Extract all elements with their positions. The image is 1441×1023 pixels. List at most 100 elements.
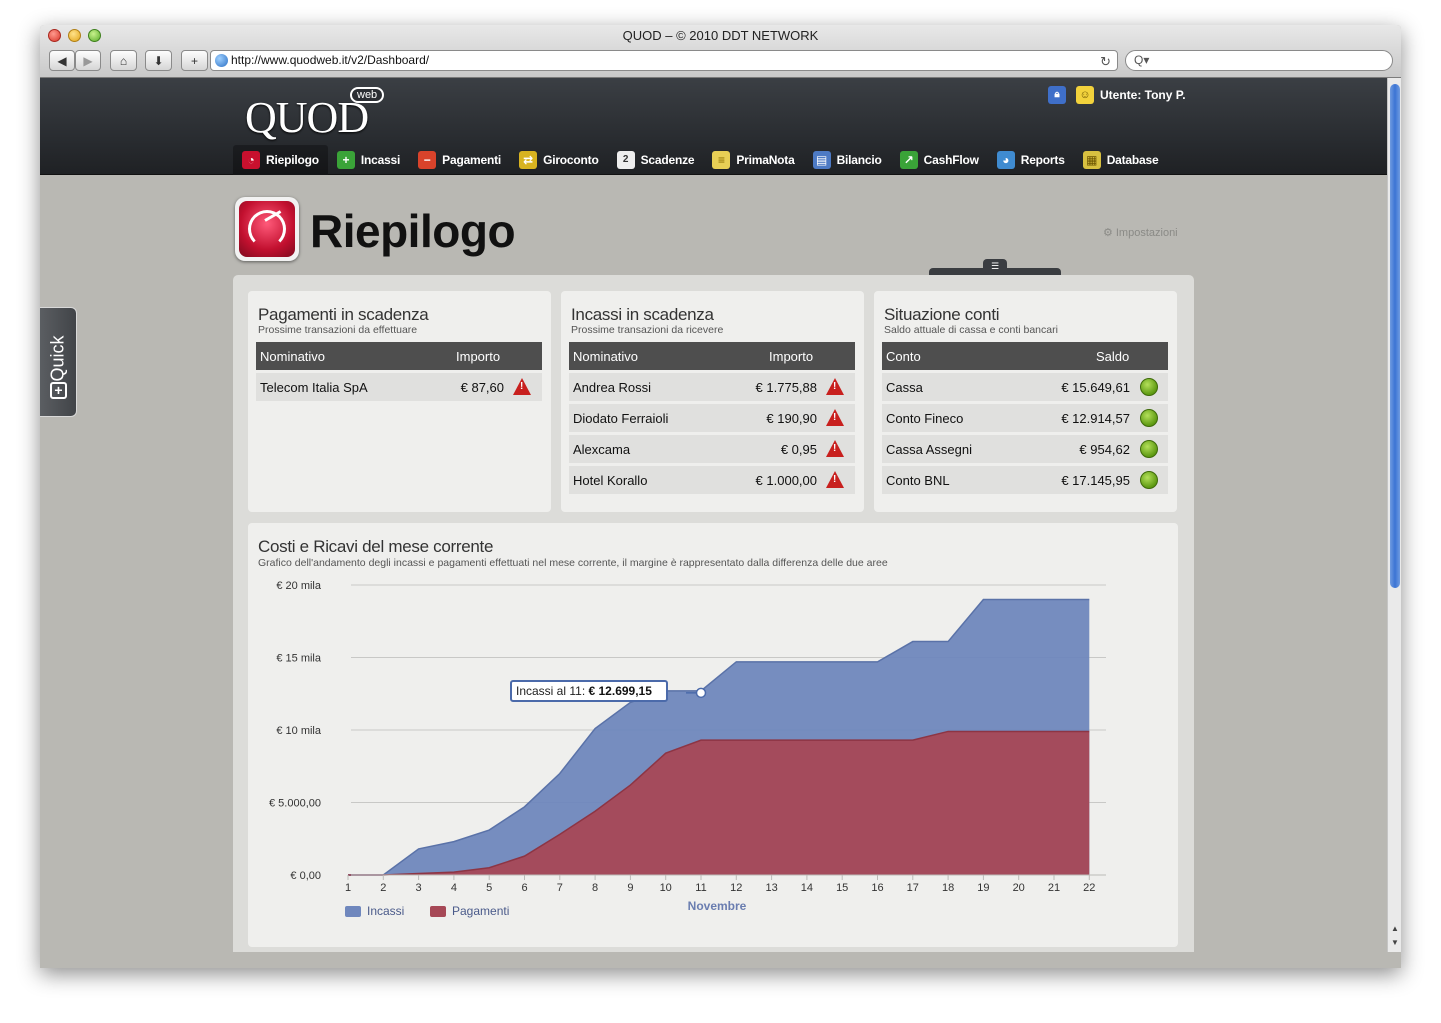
y-tick-label: € 15 mila [276, 653, 322, 665]
close-window-button[interactable] [48, 29, 61, 42]
y-tick-label: € 20 mila [276, 580, 322, 592]
notepad-icon: ≡ [712, 151, 731, 169]
user-box: 🔒︎ ☺ Utente: Tony P. [1048, 86, 1186, 104]
table-row[interactable]: Andrea Rossi € 1.775,88 ! [569, 373, 855, 401]
url-field[interactable]: http://www.quodweb.it/v2/Dashboard/ ↻ [210, 50, 1118, 71]
zoom-window-button[interactable] [88, 29, 101, 42]
nav-cashflow[interactable]: ↗ CashFlow [891, 145, 988, 175]
page-viewport: QUOD web 🔒︎ ☺ Utente: Tony P. ◔ Riepilog… [40, 78, 1387, 952]
warning-icon: ! [826, 378, 844, 395]
table-row[interactable]: Telecom Italia SpA € 87,60 ! [256, 373, 542, 401]
scroll-up-arrow[interactable]: ▲ [1391, 924, 1399, 933]
table-row[interactable]: Diodato Ferraioli € 190,90 ! [569, 404, 855, 432]
warning-icon: ! [513, 378, 531, 395]
column-header-name: Nominativo [260, 348, 326, 364]
table-row[interactable]: Conto Fineco € 12.914,57 [882, 404, 1168, 432]
add-bookmark-button[interactable]: + [181, 50, 208, 71]
app-header: QUOD web 🔒︎ ☺ Utente: Tony P. ◔ Riepilog… [40, 78, 1387, 175]
browser-window: QUOD – © 2010 DDT NETWORK ◀ ▶ ⌂ ⬇ + http… [40, 25, 1401, 968]
search-field[interactable]: Q▾ [1125, 50, 1393, 71]
nav-reports[interactable]: ◕ Reports [988, 145, 1074, 175]
hover-point [695, 687, 707, 699]
nav-pagamenti[interactable]: − Pagamenti [409, 145, 510, 175]
vertical-scrollbar[interactable]: ▲ ▼ [1387, 78, 1401, 952]
panel-title: Costi e Ricavi del mese corrente [258, 537, 494, 556]
x-tick-label: 14 [801, 882, 813, 894]
menu-icon[interactable]: ☰ [983, 259, 1007, 273]
legend-swatch [430, 905, 446, 917]
user-label[interactable]: Utente: Tony P. [1100, 88, 1186, 102]
panel-title: Pagamenti in scadenza [258, 305, 429, 324]
user-icon: ☺ [1076, 86, 1094, 104]
nav-primanota[interactable]: ≡ PrimaNota [703, 145, 803, 175]
legend-item-incassi[interactable]: Incassi [345, 904, 404, 918]
transfer-icon: ⇄ [519, 151, 538, 169]
plus-icon: + [336, 151, 355, 169]
quod-logo[interactable]: QUOD [245, 93, 369, 142]
nav-scadenze[interactable]: 2 Scadenze [608, 145, 704, 175]
row-amount: € 1.775,88 [755, 379, 817, 395]
area-chart[interactable]: € 0,00 € 5.000,00 € 10 mila € 15 mila € 20 m… [248, 523, 1178, 947]
table-row[interactable]: Hotel Korallo € 1.000,00 ! [569, 466, 855, 494]
series-line-pagamenti [348, 730, 1090, 876]
status-ok-icon [1140, 471, 1158, 489]
legend-swatch [345, 905, 361, 917]
nav-bilancio[interactable]: ▤ Bilancio [804, 145, 891, 175]
x-tick-label: 17 [907, 882, 919, 894]
x-tick-label: 8 [592, 882, 598, 894]
url-text: http://www.quodweb.it/v2/Dashboard/ [231, 53, 430, 67]
x-tick-label: 22 [1083, 882, 1095, 894]
plus-icon: + [190, 53, 198, 68]
home-button[interactable]: ⌂ [110, 50, 137, 71]
row-amount: € 0,95 [780, 441, 817, 457]
column-header-name: Nominativo [573, 348, 639, 364]
row-amount: € 15.649,61 [1061, 379, 1130, 395]
row-amount: € 1.000,00 [755, 472, 817, 488]
settings-link[interactable]: ⚙ Impostazioni [1103, 226, 1178, 240]
legend-label: Pagamenti [452, 904, 510, 918]
table-header: Conto Saldo [882, 342, 1168, 370]
chart-tooltip: Incassi al 11: € 12.699,15 [510, 680, 668, 702]
nav-incassi[interactable]: + Incassi [328, 145, 409, 175]
legend-item-pagamenti[interactable]: Pagamenti [430, 904, 509, 918]
table-row[interactable]: Alexcama € 0,95 ! [569, 435, 855, 463]
downloads-button[interactable]: ⬇ [145, 50, 172, 71]
table-row[interactable]: Conto BNL € 17.145,95 [882, 466, 1168, 494]
x-tick-label: 15 [836, 882, 848, 894]
scroll-down-arrow[interactable]: ▼ [1391, 938, 1399, 947]
nav-giroconto[interactable]: ⇄ Giroconto [510, 145, 608, 175]
x-tick-label: 19 [977, 882, 989, 894]
row-name: Telecom Italia SpA [260, 379, 368, 395]
lock-icon[interactable]: 🔒︎ [1048, 86, 1066, 104]
row-name: Hotel Korallo [573, 472, 648, 488]
balance-icon: ▤ [812, 151, 831, 169]
table-row[interactable]: Cassa Assegni € 954,62 [882, 435, 1168, 463]
page-gauge-icon [235, 197, 299, 261]
conti-table: Conto Saldo Cassa € 15.649,61 Conto Fine… [882, 342, 1168, 494]
quick-panel-tab[interactable]: Quick + [40, 307, 77, 417]
column-header-amount: Importo [769, 348, 814, 364]
y-tick-label: € 0,00 [290, 870, 321, 882]
x-tick-label: 18 [942, 882, 954, 894]
plus-icon: + [50, 382, 67, 399]
drawer-tab[interactable]: ☰ [929, 259, 1061, 276]
chart-line-icon: ↗ [899, 151, 918, 169]
warning-icon: ! [826, 409, 844, 426]
minimize-window-button[interactable] [68, 29, 81, 42]
nav-label: PrimaNota [736, 153, 795, 167]
x-tick-label: 2 [380, 882, 386, 894]
forward-button[interactable]: ▶ [75, 50, 101, 71]
panel-subtitle: Prossime transazioni da effettuare [258, 324, 418, 336]
status-ok-icon [1140, 440, 1158, 458]
nav-database[interactable]: ▦ Database [1074, 145, 1168, 175]
panel-subtitle: Grafico dell'andamento degli incassi e p… [258, 557, 888, 569]
reload-icon[interactable]: ↻ [1100, 54, 1111, 69]
page-title: Riepilogo [310, 205, 516, 257]
scroll-thumb[interactable] [1390, 84, 1400, 588]
gauge-icon: ◔ [242, 151, 260, 169]
table-row[interactable]: Cassa € 15.649,61 [882, 373, 1168, 401]
back-button[interactable]: ◀ [49, 50, 75, 71]
nav-riepilogo[interactable]: ◔ Riepilogo [233, 145, 328, 175]
row-amount: € 190,90 [766, 410, 817, 426]
window-title: QUOD – © 2010 DDT NETWORK [622, 28, 819, 43]
